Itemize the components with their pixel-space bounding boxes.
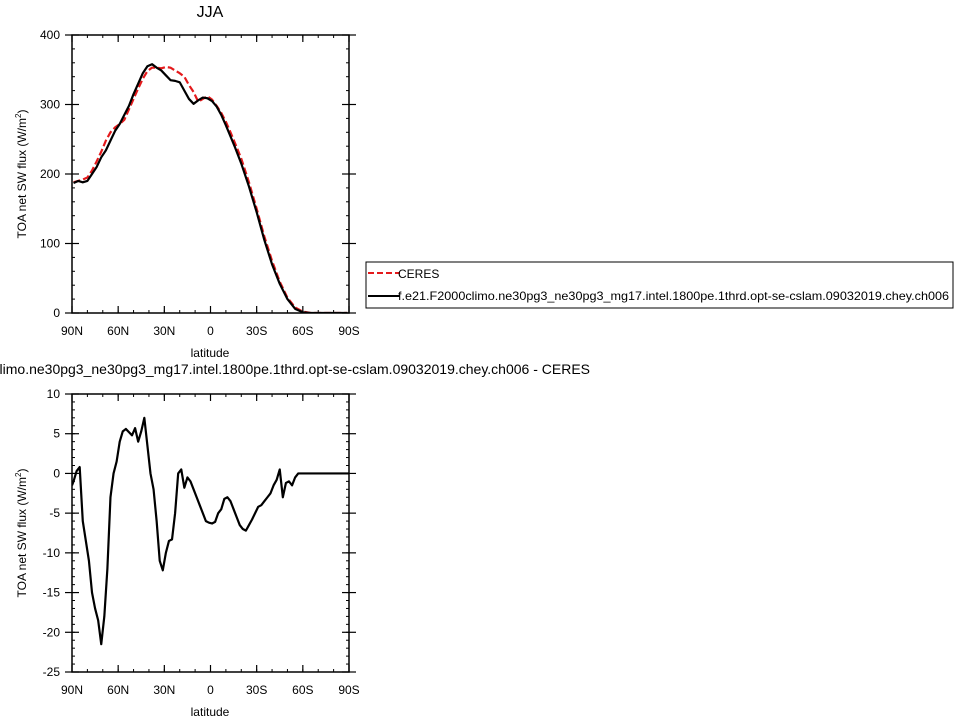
- y-tick-label: 0: [53, 306, 60, 320]
- y-tick-label: 200: [40, 167, 60, 181]
- y-tick-label: 100: [40, 237, 60, 251]
- x-tick-label: 60N: [107, 324, 129, 338]
- legend-model-label: f.e21.F2000climo.ne30pg3_ne30pg3_mg17.in…: [398, 289, 949, 303]
- y-tick-label: 5: [53, 427, 60, 441]
- x-tick-label: 30S: [246, 324, 267, 338]
- x-tick-label: 30S: [246, 683, 267, 697]
- top-panel-x-axis-label: latitude: [191, 346, 230, 360]
- x-tick-label: 90S: [338, 683, 359, 697]
- x-tick-label: 90N: [61, 683, 83, 697]
- top-panel-y-axis-label: TOA net SW flux (W/m2): [14, 110, 29, 239]
- x-tick-label: 90S: [338, 324, 359, 338]
- x-tick-label: 60S: [292, 683, 313, 697]
- ceres-series-line: [73, 65, 348, 313]
- bottom-panel-x-axis-label: latitude: [191, 705, 230, 719]
- bottom-panel-x-ticks: 90N 60N 30N 0 30S 60S 90S: [61, 394, 360, 697]
- y-tick-label: -25: [43, 665, 61, 679]
- bottom-panel-title: f.e21.F2000climo.ne30pg3_ne30pg3_mg17.in…: [0, 361, 590, 377]
- x-tick-label: 90N: [61, 324, 83, 338]
- x-tick-label: 30N: [153, 324, 175, 338]
- model-series-line: [72, 416, 349, 646]
- y-tick-label: -5: [49, 506, 60, 520]
- y-tick-label: 300: [40, 98, 60, 112]
- top-panel-y-axis-label-sup: 2: [14, 113, 23, 118]
- legend-box: [365, 261, 954, 309]
- top-panel-x-ticks: 90N 60N 30N 0 30S 60S 90S: [61, 35, 360, 338]
- bottom-panel-title-clip: f.e21.F2000climo.ne30pg3_ne30pg3_mg17.in…: [0, 361, 590, 377]
- bottom-panel-frame: [71, 393, 350, 673]
- bottom-panel-series: [72, 416, 349, 646]
- top-panel-y-axis-label-tail: ): [15, 110, 29, 114]
- y-tick-label: -20: [43, 625, 61, 639]
- top-panel-y-ticks: 0 100 200 300 400: [40, 28, 356, 320]
- bottom-panel-y-axis-label-sup: 2: [14, 472, 23, 477]
- top-panel-series: [73, 63, 348, 313]
- x-tick-label: 0: [207, 324, 214, 338]
- top-panel-title: JJA: [197, 4, 224, 21]
- y-tick-label: 10: [47, 387, 61, 401]
- bottom-panel-y-axis-label: TOA net SW flux (W/m2): [14, 469, 29, 598]
- top-panel-frame: [71, 34, 350, 314]
- x-tick-label: 30N: [153, 683, 175, 697]
- bottom-panel: f.e21.F2000climo.ne30pg3_ne30pg3_mg17.in…: [0, 361, 590, 719]
- bottom-panel-y-ticks: -25 -20 -15 -10 -5 0 5 10: [43, 387, 356, 679]
- legend-ceres-label: CERES: [398, 267, 439, 281]
- bottom-panel-y-axis-label-tail: ): [15, 469, 29, 473]
- top-panel: JJA 90N 60N 30N 0 30S 60S 90S 0 100 200 300 400 la…: [14, 4, 360, 360]
- legend: CERES f.e21.F2000climo.ne30pg3_ne30pg3_m…: [365, 261, 954, 309]
- top-panel-y-axis-label-text: TOA net SW flux (W/m: [15, 118, 29, 238]
- y-tick-label: -10: [43, 546, 61, 560]
- bottom-panel-y-axis-label-text: TOA net SW flux (W/m: [15, 477, 29, 597]
- y-tick-label: -15: [43, 586, 61, 600]
- model-series-line: [73, 63, 348, 313]
- x-tick-label: 60N: [107, 683, 129, 697]
- y-tick-label: 400: [40, 28, 60, 42]
- x-tick-label: 0: [207, 683, 214, 697]
- y-tick-label: 0: [53, 466, 60, 480]
- x-tick-label: 60S: [292, 324, 313, 338]
